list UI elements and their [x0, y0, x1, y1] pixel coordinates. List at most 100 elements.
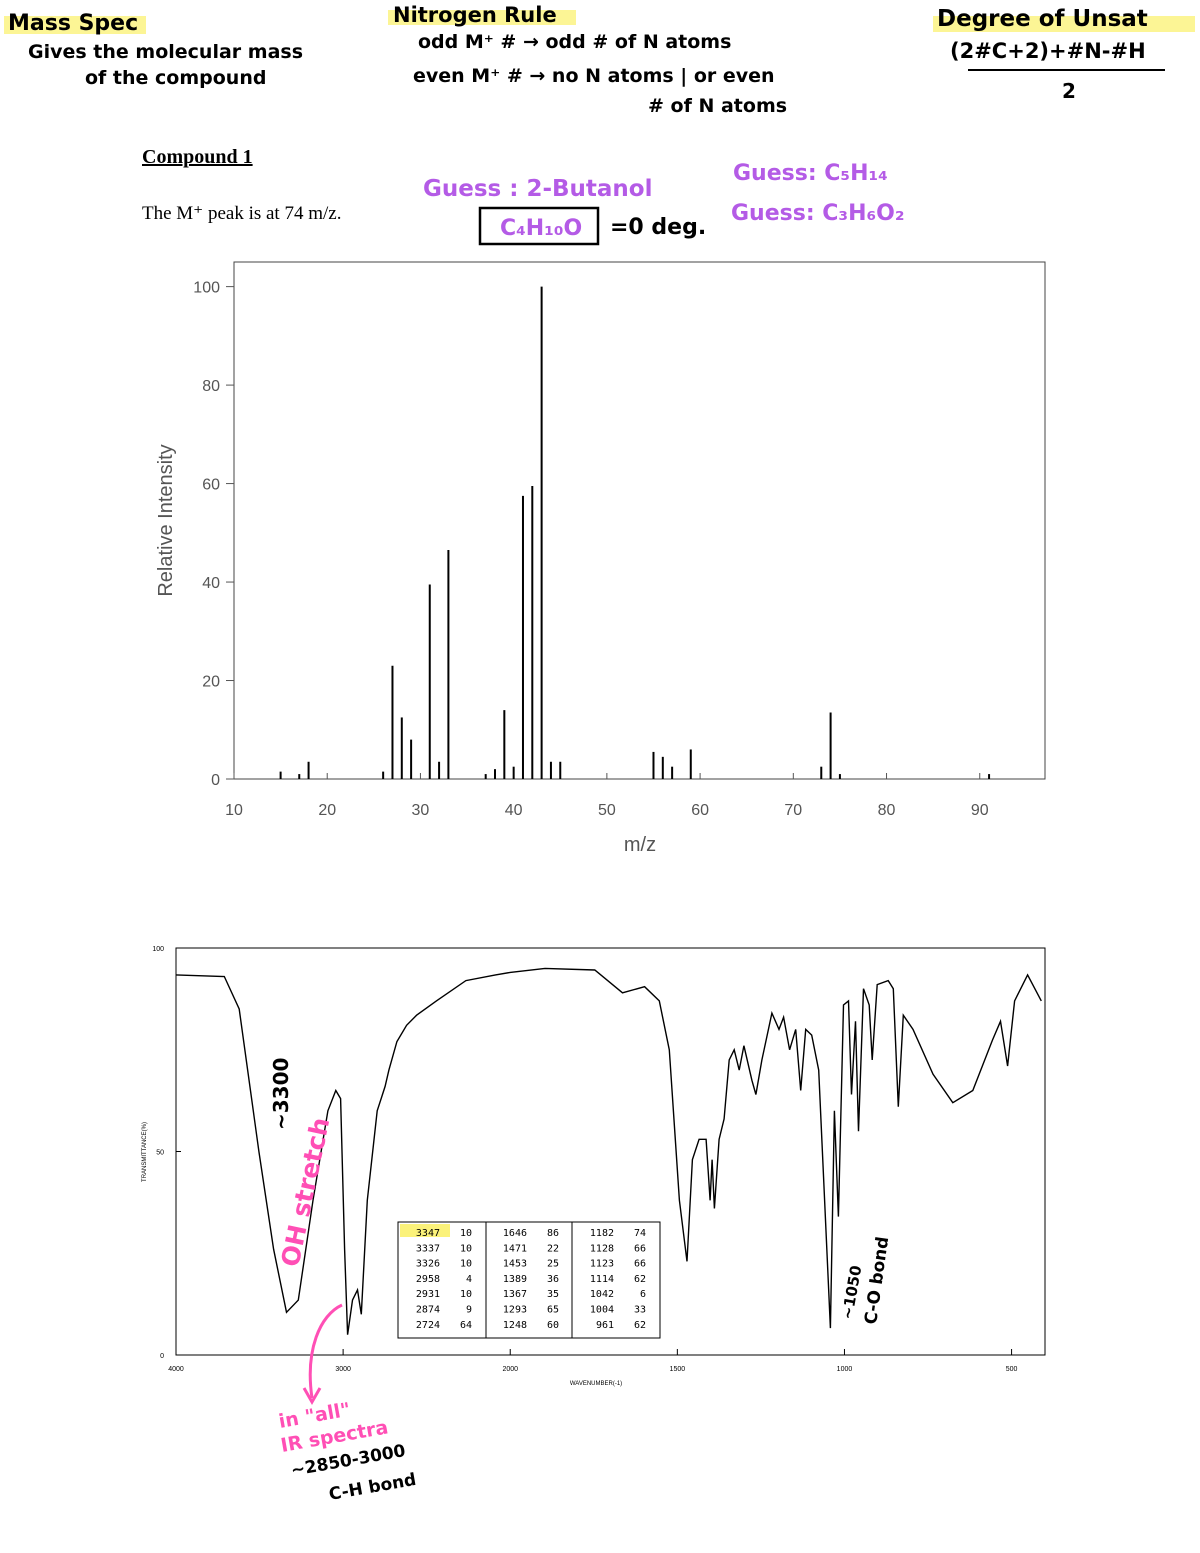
table-cell: 1646 [503, 1228, 527, 1239]
highlight [400, 1224, 450, 1237]
table-cell: 74 [634, 1228, 646, 1239]
annotation: ~3300 [269, 1058, 293, 1130]
annotation: C-H bond [327, 1470, 417, 1505]
table-cell: 1453 [503, 1259, 527, 1270]
table-cell: 3337 [416, 1243, 440, 1254]
table-cell: 1123 [590, 1259, 614, 1270]
table-cell: 1042 [590, 1289, 614, 1300]
formula-numerator: (2#C+2)+#N-#H [950, 39, 1146, 63]
table-cell: 1367 [503, 1289, 527, 1300]
arrow [308, 1303, 343, 1399]
y-tick-label: 0 [211, 772, 220, 789]
y-tick-label: 40 [202, 575, 220, 592]
arrow-head [302, 1387, 322, 1406]
compound-title: Compound 1 [142, 146, 253, 168]
table-cell: 33 [634, 1305, 646, 1316]
table-cell: 961 [596, 1320, 614, 1331]
x-tick-label: 50 [598, 802, 616, 819]
plot-frame [233, 261, 1046, 780]
note-line: # of N atoms [648, 95, 787, 117]
annotation: C-O bond [861, 1235, 893, 1325]
table-cell: 25 [547, 1259, 559, 1270]
x-axis-label: m/z [624, 834, 656, 856]
y-tick-label: 0 [160, 1353, 164, 1360]
annotation: OH stretch [276, 1115, 336, 1269]
highlight [4, 16, 146, 34]
note-line: odd M⁺ # → odd # of N atoms [418, 31, 731, 53]
note-line: of the compound [85, 67, 266, 89]
guess: Guess: C₅H₁₄ [733, 161, 888, 186]
formula: C₄H₁₀O [500, 216, 582, 241]
highlight [933, 16, 1195, 32]
y-tick-label: 60 [202, 477, 220, 494]
table-cell: 10 [460, 1289, 472, 1300]
x-tick-label: 500 [1006, 1366, 1018, 1373]
x-tick-label: 40 [505, 802, 523, 819]
table-cell: 9 [466, 1305, 472, 1316]
x-tick-label: 20 [318, 802, 336, 819]
table-cell: 10 [460, 1259, 472, 1270]
note-line: Gives the molecular mass [28, 41, 303, 63]
table-cell: 10 [460, 1228, 472, 1239]
note-title: Degree of Unsat [937, 6, 1148, 32]
x-tick-label: 80 [878, 802, 896, 819]
table-cell: 36 [547, 1274, 559, 1285]
y-tick-label: 80 [202, 378, 220, 395]
compound-statement: The M⁺ peak is at 74 m/z. [142, 203, 341, 224]
guess: Guess : 2-Butanol [423, 176, 652, 202]
table-cell: 62 [634, 1274, 646, 1285]
table-cell: 3347 [416, 1228, 440, 1239]
x-tick-label: 1500 [670, 1366, 686, 1373]
table-cell: 66 [634, 1259, 646, 1270]
y-tick-label: 20 [202, 674, 220, 691]
x-tick-label: 3000 [335, 1366, 351, 1373]
guess: Guess: C₃H₆O₂ [731, 201, 904, 226]
x-axis-label: WAVENUMBER(-1) [570, 1381, 622, 1387]
table-cell: 62 [634, 1320, 646, 1331]
table-cell: 66 [634, 1243, 646, 1254]
x-tick-label: 70 [784, 802, 802, 819]
x-tick-label: 90 [971, 802, 989, 819]
table-cell: 22 [547, 1243, 559, 1254]
table-cell: 2958 [416, 1274, 440, 1285]
note-title: Nitrogen Rule [393, 3, 557, 27]
table-cell: 60 [547, 1320, 559, 1331]
table-cell: 3326 [416, 1259, 440, 1270]
y-tick-label: 100 [193, 280, 220, 297]
y-axis-label: TRANSMITTANCE(%) [142, 1122, 148, 1182]
table-cell: 1128 [590, 1243, 614, 1254]
y-tick-label: 100 [152, 946, 164, 953]
x-tick-label: 10 [225, 802, 243, 819]
y-axis-label: Relative Intensity [155, 444, 177, 596]
y-tick-label: 50 [156, 1150, 164, 1157]
note-title: Mass Spec [8, 11, 138, 36]
x-tick-label: 4000 [168, 1366, 184, 1373]
x-tick-label: 30 [412, 802, 430, 819]
table-cell: 2724 [416, 1320, 440, 1331]
peak-table [397, 1221, 661, 1339]
table-cell: 1114 [590, 1274, 614, 1285]
table-cell: 2874 [416, 1305, 440, 1316]
table-cell: 65 [547, 1305, 559, 1316]
x-tick-label: 2000 [502, 1366, 518, 1373]
note-line: even M⁺ # → no N atoms | or even [413, 65, 775, 87]
table-cell: 1471 [503, 1243, 527, 1254]
spectrum-line [175, 967, 1042, 1335]
table-cell: 35 [547, 1289, 559, 1300]
table-cell: 6 [640, 1289, 646, 1300]
annotation: ~1050 [838, 1264, 865, 1321]
table-cell: 10 [460, 1243, 472, 1254]
table-cell: 2931 [416, 1289, 440, 1300]
table-cell: 1248 [503, 1320, 527, 1331]
formula-box [478, 206, 600, 246]
table-cell: 1182 [590, 1228, 614, 1239]
table-cell: 64 [460, 1320, 472, 1331]
table-cell: 1293 [503, 1305, 527, 1316]
x-tick-label: 1000 [837, 1366, 853, 1373]
table-cell: 1004 [590, 1305, 614, 1316]
table-cell: 1389 [503, 1274, 527, 1285]
table-cell: 86 [547, 1228, 559, 1239]
formula-denominator: 2 [1062, 79, 1076, 103]
x-tick-label: 60 [691, 802, 709, 819]
